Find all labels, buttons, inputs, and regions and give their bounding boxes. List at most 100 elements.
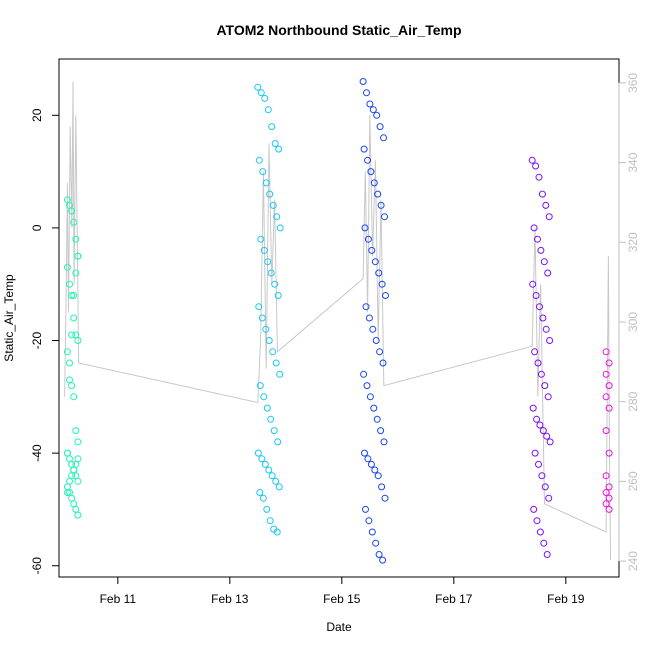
data-point xyxy=(254,449,262,457)
data-point xyxy=(530,224,538,232)
data-point xyxy=(605,382,613,390)
data-point xyxy=(72,427,80,435)
data-point xyxy=(275,483,283,491)
data-point xyxy=(74,337,82,344)
y2-tick-label: 280 xyxy=(626,391,640,411)
data-point xyxy=(541,483,549,491)
data-point xyxy=(72,505,80,513)
data-point xyxy=(63,348,71,356)
y-tick-label: 20 xyxy=(30,108,44,122)
data-point xyxy=(602,393,610,401)
data-point xyxy=(274,292,282,299)
data-point xyxy=(537,246,545,254)
data-point xyxy=(72,269,80,277)
data-point xyxy=(258,455,266,463)
data-point xyxy=(534,235,541,243)
data-point xyxy=(360,370,368,378)
x-tick-label: Feb 11 xyxy=(100,592,137,606)
data-point xyxy=(258,314,266,322)
y-tick-label: 0 xyxy=(30,224,44,231)
data-point xyxy=(372,539,380,547)
data-point xyxy=(264,106,272,114)
data-point xyxy=(536,528,544,536)
data-point xyxy=(605,494,613,502)
data-point xyxy=(602,370,610,378)
y-tick-label: -40 xyxy=(30,444,44,462)
data-point xyxy=(369,325,377,333)
data-point xyxy=(367,460,375,468)
data-point xyxy=(276,224,284,232)
data-point xyxy=(366,393,374,401)
data-point xyxy=(541,382,549,390)
data-point xyxy=(602,348,610,356)
data-point xyxy=(540,258,548,266)
data-point xyxy=(274,438,282,446)
data-point xyxy=(255,156,263,164)
data-point xyxy=(66,280,73,288)
data-point xyxy=(371,258,379,266)
data-point xyxy=(544,269,552,277)
data-point xyxy=(382,292,389,299)
data-point xyxy=(602,427,610,435)
data-point xyxy=(68,472,76,480)
data-point xyxy=(380,134,387,142)
data-point xyxy=(380,438,388,446)
y2-tick-label: 360 xyxy=(626,73,640,93)
data-point xyxy=(545,494,553,502)
data-point xyxy=(363,382,371,390)
data-point xyxy=(364,235,372,243)
data-point xyxy=(368,528,376,536)
data-point xyxy=(275,145,283,153)
data-point xyxy=(362,505,369,513)
data-point xyxy=(374,190,382,198)
data-point xyxy=(272,359,280,367)
data-point xyxy=(362,303,370,311)
data-point xyxy=(535,460,542,468)
gray-line-layer xyxy=(64,81,612,561)
data-point xyxy=(74,455,82,463)
chart-title: ATOM2 Northbound Static_Air_Temp xyxy=(216,22,461,38)
data-point xyxy=(266,517,274,525)
data-point xyxy=(546,337,554,344)
data-point xyxy=(254,83,262,91)
plot-frame xyxy=(58,58,620,578)
y2-tick-label: 300 xyxy=(626,312,640,332)
data-point xyxy=(68,382,76,390)
data-point xyxy=(605,359,613,367)
points-layer xyxy=(63,78,613,564)
y-tick-label: -20 xyxy=(30,332,44,350)
y2-tick-label: 320 xyxy=(626,232,640,252)
data-point xyxy=(545,213,553,221)
data-point xyxy=(374,472,382,480)
data-point xyxy=(533,415,541,423)
y-axis: 20 0 -20 -40 -60 xyxy=(30,108,60,575)
data-point xyxy=(257,235,265,243)
data-point xyxy=(256,489,264,496)
data-point xyxy=(539,314,547,322)
data-point xyxy=(605,483,613,491)
data-point xyxy=(271,280,279,288)
data-point xyxy=(376,123,384,131)
data-point xyxy=(260,393,268,401)
data-point xyxy=(543,432,551,440)
data-point xyxy=(538,472,546,480)
data-point xyxy=(264,258,272,266)
data-point xyxy=(270,427,278,435)
data-point xyxy=(544,393,552,401)
y-axis-label: Static_Air_Temp xyxy=(2,274,16,362)
y2-axis: 240 260 280 300 320 340 360 xyxy=(618,73,640,571)
data-point xyxy=(371,466,379,474)
data-point xyxy=(378,483,386,491)
data-point xyxy=(365,517,373,525)
y-tick-label: -60 xyxy=(30,557,44,575)
data-point xyxy=(376,348,384,356)
gray-line xyxy=(64,81,612,561)
data-point xyxy=(255,303,263,311)
data-point xyxy=(63,449,71,457)
y2-tick-label: 340 xyxy=(626,152,640,172)
data-point xyxy=(63,263,71,271)
data-point xyxy=(262,179,270,187)
data-point xyxy=(536,303,543,311)
data-point xyxy=(381,213,388,221)
